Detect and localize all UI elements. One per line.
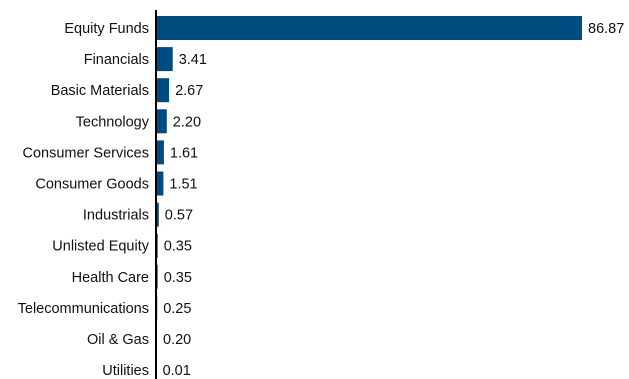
bar-financials xyxy=(156,47,173,72)
value-label-industrials: 0.57 xyxy=(165,208,193,224)
category-label-consumer-goods: Consumer Goods xyxy=(35,177,149,193)
category-label-consumer-services: Consumer Services xyxy=(22,145,149,161)
value-label-utilities: 0.01 xyxy=(163,363,191,379)
category-labels-group: Equity Funds Financials Basic Materials Tec… xyxy=(18,21,150,379)
value-label-oil-and-gas: 0.20 xyxy=(163,332,191,348)
bar-consumer-goods xyxy=(156,171,164,196)
bar-equity-funds xyxy=(156,16,582,40)
category-label-unlisted-equity: Unlisted Equity xyxy=(52,239,149,255)
value-labels-group: 86.87 3.41 2.67 2.20 1.61 1.51 0.57 0.35 0.35 0.2… xyxy=(163,21,625,379)
bars-group xyxy=(156,16,582,379)
category-label-industrials: Industrials xyxy=(83,208,149,224)
bar-consumer-services xyxy=(156,140,164,165)
category-label-equity-funds: Equity Funds xyxy=(64,21,149,37)
value-label-health-care: 0.35 xyxy=(164,270,192,286)
category-label-health-care: Health Care xyxy=(72,270,149,286)
value-label-financials: 3.41 xyxy=(179,52,207,68)
bar-basic-materials xyxy=(156,78,170,103)
value-label-consumer-services: 1.61 xyxy=(170,145,198,161)
value-label-basic-materials: 2.67 xyxy=(175,83,203,99)
category-label-oil-and-gas: Oil & Gas xyxy=(87,332,149,348)
value-label-telecommunications: 0.25 xyxy=(163,301,191,317)
category-label-financials: Financials xyxy=(84,52,149,68)
value-label-consumer-goods: 1.51 xyxy=(169,177,197,193)
category-label-telecommunications: Telecommunications xyxy=(18,301,149,317)
category-label-utilities: Utilities xyxy=(102,363,149,379)
bar-technology xyxy=(156,109,167,134)
value-label-unlisted-equity: 0.35 xyxy=(164,239,192,255)
value-label-technology: 2.20 xyxy=(173,114,201,130)
bar-industrials xyxy=(156,202,159,227)
category-label-basic-materials: Basic Materials xyxy=(51,83,149,99)
value-label-equity-funds: 86.87 xyxy=(588,21,624,37)
category-label-technology: Technology xyxy=(76,114,150,130)
